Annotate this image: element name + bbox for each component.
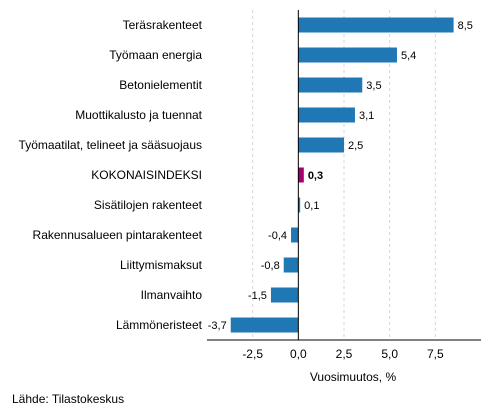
bar [298, 167, 304, 183]
bar [298, 47, 397, 63]
x-tick-label: 0,0 [290, 347, 307, 361]
bar [291, 227, 299, 243]
x-tick-labels: -2,5 0,0 2,5 5,0 7,5 [242, 347, 444, 361]
category-label: Liittymismaksut [120, 258, 203, 272]
category-label: Betonielementit [119, 78, 202, 92]
category-label: Sisätilojen rakenteet [94, 198, 203, 212]
bar [298, 107, 355, 123]
x-tick-label: 2,5 [336, 347, 353, 361]
bar [298, 77, 363, 93]
bar [298, 137, 344, 153]
value-label: -1,5 [248, 290, 267, 302]
value-label: -0,4 [268, 230, 287, 242]
bar [298, 197, 301, 213]
bar [230, 317, 299, 333]
category-label: Rakennusalueen pintarakenteet [33, 228, 203, 242]
category-label: Työmaan energia [109, 48, 202, 62]
x-tick-label: 5,0 [381, 347, 398, 361]
source-note: Lähde: Tilastokeskus [12, 392, 125, 406]
value-label: 5,4 [401, 50, 416, 62]
category-label: Lämmöneristeet [116, 318, 203, 332]
bar [298, 17, 454, 33]
x-tick-label: -2,5 [242, 347, 263, 361]
value-label: 0,1 [304, 200, 319, 212]
bar [270, 287, 299, 303]
x-axis-title: Vuosimuutos, % [310, 370, 397, 384]
bar [283, 257, 299, 273]
x-tick-label: 7,5 [427, 347, 444, 361]
value-label: 3,1 [359, 110, 374, 122]
grid-lines [252, 10, 436, 340]
value-label: -0,8 [261, 260, 280, 272]
value-label: 8,5 [458, 20, 473, 32]
category-label: Muottikalusto ja tuennat [75, 108, 202, 122]
category-labels: Teräsrakenteet Työmaan energia Betonieleme… [19, 18, 203, 332]
value-label: 0,3 [308, 170, 323, 182]
category-label: Ilmanvaihto [141, 288, 203, 302]
bars [230, 17, 454, 333]
category-label: Työmaatilat, telineet ja sääsuojaus [19, 138, 202, 152]
category-label: KOKONAISINDEKSI [91, 168, 202, 182]
value-label: 2,5 [348, 140, 363, 152]
value-labels: 8,5 5,4 3,5 3,1 2,5 0,3 0,1 -0,4 -0,8 -1,5 -3,7 [208, 20, 473, 332]
value-label: 3,5 [366, 80, 381, 92]
value-label: -3,7 [208, 320, 227, 332]
category-label: Teräsrakenteet [123, 18, 203, 32]
